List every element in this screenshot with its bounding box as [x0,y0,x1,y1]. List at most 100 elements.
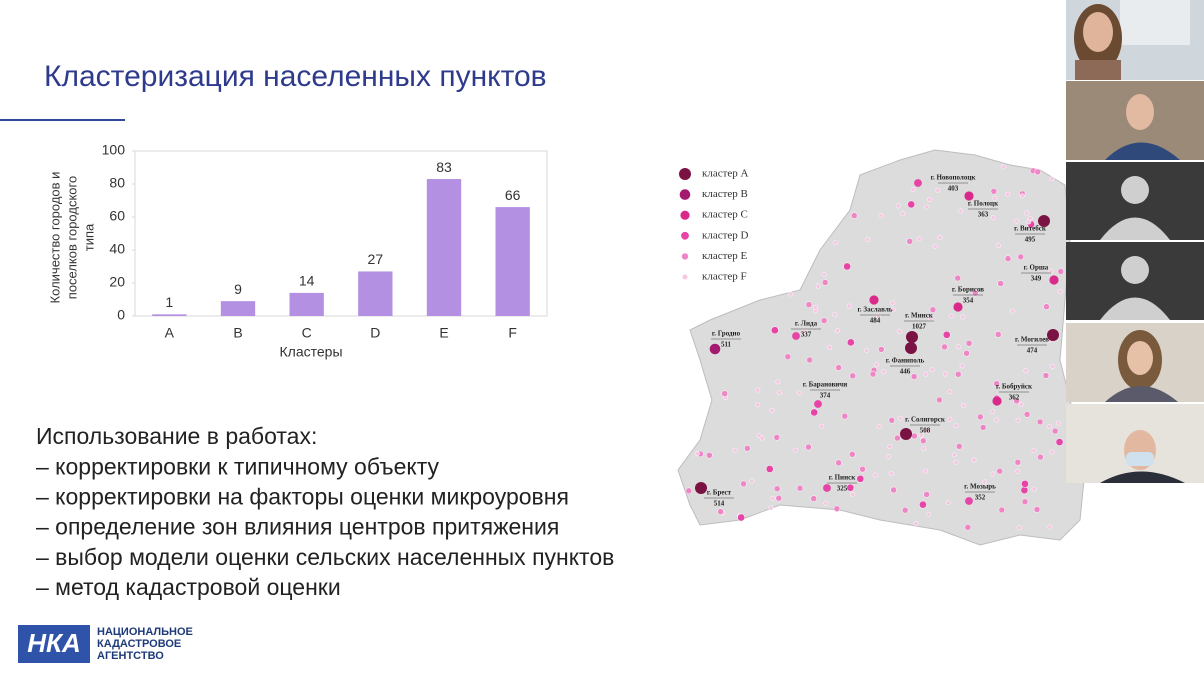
settlement-dot [810,408,819,417]
settlement-dot [694,450,700,456]
avatar [1121,256,1149,284]
settlement-dot [1000,164,1006,170]
city-value: 514 [714,500,725,508]
settlement-dot [1033,506,1041,513]
city-name: г. Заславль [858,306,893,314]
settlement-dot [875,314,881,319]
settlement-dot [929,306,937,314]
settlement-dot [992,196,998,201]
settlement-dot [911,432,918,440]
settlement-dot [894,434,901,442]
settlement-dot [1055,438,1064,446]
settlement-dot [888,470,894,476]
settlement-dot [994,331,1002,338]
x-tick-label: D [370,325,380,341]
city-dot [965,497,973,505]
settlement-dot [916,236,922,242]
city-dot [992,396,1002,406]
settlement-dot [876,424,882,430]
city-name: г. Борисов [952,286,984,294]
city-dot [1049,275,1059,285]
x-tick-label: A [165,325,175,341]
face [1126,94,1154,130]
settlement-dot [1042,372,1050,379]
city-value: 349 [1031,275,1042,283]
settlement-dot [832,312,838,317]
settlement-dot [819,423,825,429]
settlement-dot [1014,218,1019,224]
city-value: 325 [837,485,848,493]
settlement-dot [1016,525,1022,531]
y-tick-label: 60 [109,208,125,224]
settlement-dot [788,291,794,297]
settlement-dot [896,329,902,335]
settlement-dot [996,243,1001,249]
face [1083,12,1113,52]
settlement-dot [895,203,901,209]
settlement-dot [744,445,751,452]
city-dot [905,342,917,354]
settlement-dot [1051,427,1059,435]
settlement-dot [827,344,833,350]
settlement-dot [998,506,1006,514]
settlement-dot [954,371,962,378]
settlement-dot [849,451,856,458]
settlement-dot [810,495,817,502]
settlement-dot [921,446,927,451]
city-dot [792,332,800,340]
y-tick-label: 40 [109,241,125,257]
settlement-dot [1031,486,1037,492]
avatar [1100,297,1170,320]
settlement-dot [775,379,781,385]
settlement-dot [977,413,984,421]
x-tick-label: E [439,325,448,341]
settlement-dot [835,459,842,467]
city-dot [695,482,707,494]
x-tick-label: B [233,325,242,341]
city-value: 363 [978,211,989,219]
city-name: г. Барановичи [803,381,848,389]
legend-label: кластер F [702,271,747,283]
settlement-dot [740,480,747,488]
settlement-dot [806,356,813,364]
settlement-dot [949,313,955,319]
settlement-dot [823,500,829,506]
city-dot [709,343,721,355]
settlement-dot [994,417,1000,423]
settlement-dot [1010,308,1016,314]
settlement-dot [846,303,852,309]
settlement-dot [1018,401,1024,407]
value-label: 9 [234,281,242,297]
settlement-dot [1021,479,1029,488]
settlement-dot [813,304,818,310]
settlement-dot [901,506,909,514]
settlement-dot [906,238,913,245]
settlement-dot [805,301,813,308]
legend-marker [679,189,691,200]
settlement-dot [878,346,885,353]
body [1105,386,1178,402]
settlement-dot [953,423,959,429]
bullet-text: Использование в работах: [36,423,317,449]
settlement-dot [937,235,943,240]
settlement-dot [907,200,916,209]
settlement-dot [960,314,966,320]
settlement-dot [768,505,774,511]
city-value: 508 [920,427,931,435]
settlement-dot [932,244,938,250]
bullet-text: – определение зон влияния центров притяж… [36,514,559,540]
settlement-dot [956,344,961,350]
city-name: г. Полоцк [968,200,999,208]
settlement-dot [1020,486,1029,495]
settlement-dot [1013,397,1020,405]
face [1127,341,1153,375]
settlement-dot [1048,268,1054,274]
settlement-dot [755,402,761,408]
settlement-dot [960,403,966,408]
settlement-dot [869,370,877,378]
settlement-dot [955,443,963,450]
settlement-dot [706,452,713,459]
city-dot [823,484,831,492]
settlement-dot [1055,420,1061,426]
settlement-dot [990,471,995,477]
